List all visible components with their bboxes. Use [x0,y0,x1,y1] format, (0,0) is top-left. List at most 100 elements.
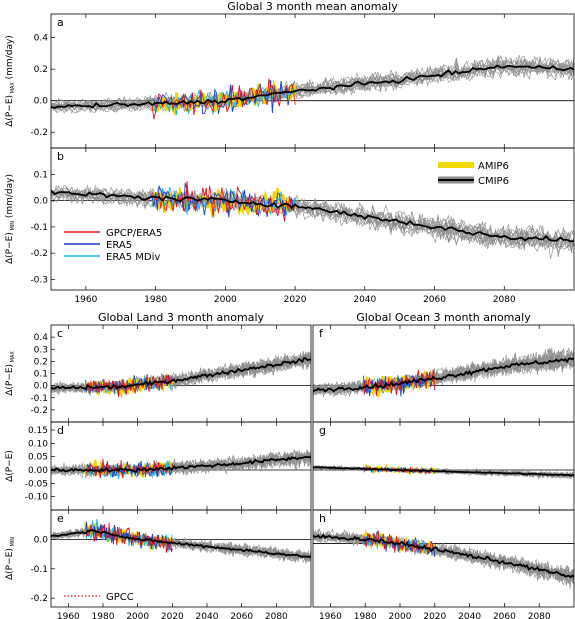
plot-area-f [313,347,574,398]
panel-a: -0.2 0.0 0.2 0.4 a Global 3 month mean anomal… [5,0,575,149]
plot-area-e [51,519,311,564]
gpcp-era5-series [151,78,296,120]
legend-amip6-label: AMIP6 [478,161,509,172]
panel-title: Global Ocean 3 month anomaly [356,311,531,324]
x-tick-label: 2020 [423,612,446,619]
cmip6-model-line [51,187,574,249]
legend-gpcc-label: GPCC [106,592,134,603]
x-tick-label: 2040 [458,612,481,619]
x-tick-label: 2000 [214,295,237,305]
y-tick-label: -0.05 [25,479,48,489]
cmip6-mean-line [313,533,574,579]
y-tick-label: 0.1 [34,170,48,180]
y-tick-label: 0.4 [34,333,49,343]
panel-frame [312,421,575,511]
panel-letter-g: g [319,424,326,437]
y-tick-label: -0.1 [30,394,48,404]
cmip6-mean-line [313,466,574,477]
cmip6-model-line [313,532,574,583]
panel-f: f Global Ocean 3 month anomaly [312,311,575,423]
y-tick-label: 0.05 [28,453,48,463]
panel-letter-f: f [319,327,324,340]
cmip6-model-line [51,55,574,109]
y-tick-label: -0.1 [30,565,48,575]
panel-d: -0.10 -0.05 0.00 0.05 0.10 0.15 d Δ(P−E) [5,421,312,511]
panel-title: Global Land 3 month anomaly [98,311,265,324]
panel-frame [50,509,312,608]
plot-area-c [51,351,311,399]
plot-area-a [51,54,574,120]
cmip6-model-line [313,533,574,581]
cmip6-model-line [313,532,574,583]
x-tick-label: 2000 [126,612,149,619]
y-tick-label: -0.1 [30,223,48,233]
panel-letter-c: c [57,327,63,340]
legend-models: AMIP6 CMIP6 [438,161,509,187]
x-tick-label: 2080 [528,612,551,619]
y-axis-label: Δ(P−E) [5,450,15,482]
cmip6-model-line [51,186,574,247]
y-tick-label: 0.15 [28,426,48,436]
x-tick-label: 2020 [284,295,307,305]
x-tick-label: 1960 [74,295,97,305]
x-tick-label: 1960 [319,612,342,619]
y-tick-label: 0.10 [28,439,48,449]
legend-obs-label: ERA5 MDiv [106,252,160,263]
y-axis-label: Δ(P−E) MAX [5,351,16,396]
cmip6-mean-line [51,456,311,474]
panel-frame [50,13,575,149]
y-tick-label: -0.2 [30,128,48,138]
x-tick-label: 2080 [265,612,288,619]
panel-frame [50,147,575,291]
x-tick-label: 2000 [389,612,412,619]
y-tick-label: 0.0 [34,382,49,392]
cmip6-model-line [51,351,311,395]
x-tick-label: 1960 [57,612,80,619]
cmip6-model-line [313,533,574,586]
x-tick-label: 1980 [354,612,377,619]
y-tick-label: 0.0 [34,535,49,545]
x-tick-label: 2060 [493,612,516,619]
panel-letter-e: e [57,512,64,525]
cmip6-mean-line [51,189,574,243]
x-tick-label: 1980 [92,612,115,619]
x-tick-label: 2040 [353,295,376,305]
panel-c: -0.2 -0.1 0.0 0.1 0.2 0.3 0.4 c Global Land 3 mo… [5,311,312,423]
y-tick-label: 0.0 [34,197,49,207]
gpcp-era5-series [85,522,173,553]
era5-series [151,80,296,115]
panel-letter-b: b [57,150,64,163]
legend-obs-label: GPCP/ERA5 [106,228,162,239]
cmip6-mean-line [51,529,311,558]
legend-obs-label: ERA5 [106,240,132,251]
y-tick-label: 0.3 [34,345,48,355]
plot-area-d [51,448,311,479]
x-tick-label: 2040 [196,612,219,619]
panel-frame [50,324,312,423]
cmip6-mean-line [51,64,574,109]
panel-e: -0.2 -0.1 0.0 1960 1980 2000 2020 2040 2060 2080 e… [5,509,312,619]
y-axis-label: Δ(P−E) MAX (mm/day) [5,35,16,127]
x-tick-label: 2060 [423,295,446,305]
panel-letter-a: a [57,16,64,29]
y-tick-label: -0.10 [25,493,49,503]
panel-b: -0.3 -0.2 -0.1 0.0 0.1 1960 1980 2000 2020 2040 20… [5,147,575,305]
legend-gpcc: GPCC [64,592,134,603]
cmip6-mean-line [51,356,311,391]
plot-area-g [313,463,574,480]
y-tick-label: 0.00 [28,466,48,476]
gpcp-era5-series [85,458,173,479]
cmip6-model-line [51,57,574,114]
x-tick-label: 2060 [230,612,253,619]
x-tick-label: 2020 [161,612,184,619]
cmip6-mean-line [313,357,574,393]
plot-area-h [313,528,574,590]
panel-frame [312,509,575,608]
plot-area-b [51,181,574,260]
panel-letter-d: d [57,424,64,437]
panel-title: Global 3 month mean anomaly [227,0,398,13]
y-axis-label: Δ(P−E) MIN [5,537,16,580]
y-tick-label: 0.2 [34,357,48,367]
